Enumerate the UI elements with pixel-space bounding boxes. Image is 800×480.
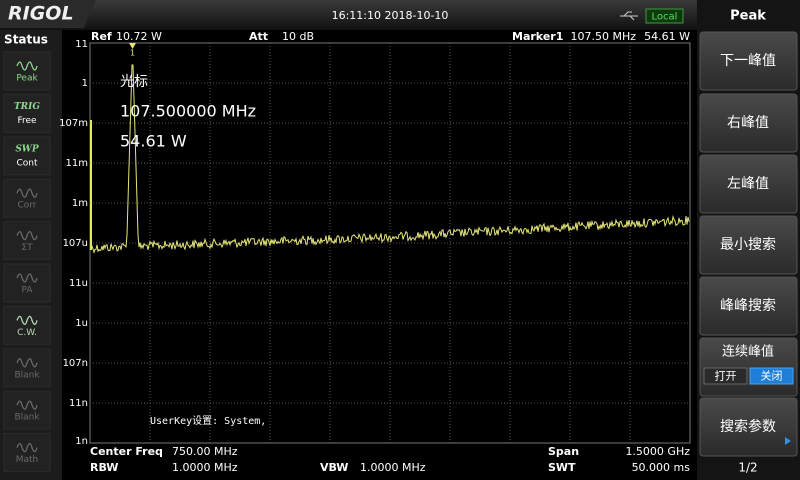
menu-button[interactable] [699,93,798,153]
marker-amp: 54.61 W [644,30,690,43]
submenu-arrow [785,437,791,445]
menu-button-label: 下一峰值 [720,53,776,69]
toggle-off: 关闭 [761,369,783,383]
y-axis-label: 107m [59,118,88,129]
y-axis-label: 1m [72,198,88,209]
marker-freq: 107.50 MHz [570,30,636,43]
status-icon [16,442,38,453]
plot: 1 [89,42,691,444]
y-axis-label: 107n [63,358,88,369]
logo: RIGOL [8,3,74,25]
y-axis-label: 11n [69,398,88,409]
att-value: 10 dB [282,30,314,43]
readout-amp: 54.61 W [120,132,187,151]
rbw-value: 1.0000 MHz [172,461,238,474]
status-label: Cont [16,158,37,168]
y-axis-label: 1n [75,436,88,447]
y-axis-label: 11 [75,39,88,50]
logo-bg [0,0,96,28]
y-axis-label: 1 [82,78,88,89]
status-item-bg [3,305,51,345]
span-value: 1.5000 GHz [625,445,690,458]
menu-button-label: 左峰值 [727,176,769,192]
ref-label: Ref [91,30,112,43]
usb-icon [620,11,638,21]
menu-button-label: 连续峰值 [722,344,774,360]
status-item-bg [3,93,51,133]
status-item-bg [3,136,51,176]
menu-button-label: 右峰值 [727,115,769,131]
status-item-bg [3,390,51,430]
status-items: Peak TRIG Free SWP Cont Corr ΣT PA C.W. Blank Blan… [3,51,51,473]
menu-page: 1/2 [738,461,757,475]
top-bar [0,0,697,30]
menu-button[interactable] [699,154,798,214]
menu-title: Peak [730,9,766,24]
status-icon [16,358,38,368]
status-title: Status [4,33,48,47]
status-icon [16,61,38,71]
menu-button[interactable] [699,397,798,457]
status-item-bg [3,348,51,388]
status-item-bg [3,51,51,91]
status-icon [16,273,38,283]
status-item-bg [3,178,51,218]
rbw-label: RBW [90,461,118,474]
marker-id: 1 [130,49,135,58]
status-item-bg [3,221,51,261]
y-axis-label: 11u [69,278,88,289]
span-label: Span [548,445,579,458]
status-label: Free [17,116,37,126]
local-box [645,8,684,24]
y-axis-label: 11m [66,158,88,169]
marker-triangle [129,43,136,49]
ref-value: 10.72 W [116,30,162,43]
y-axis-label: 1u [75,318,88,329]
swt-label: SWT [548,461,576,474]
center-value: 750.00 MHz [172,445,238,458]
readout-freq: 107.500000 MHz [120,102,256,121]
status-icon [16,230,38,241]
y-axis-label: 107u [63,238,88,249]
toggle-off-bg[interactable] [749,367,794,385]
status-label: Blank [14,413,40,423]
status-label: Math [16,455,39,465]
status-label: PA [21,286,33,296]
readout-title: 光标 [120,74,148,90]
menu-button-label: 峰峰搜索 [720,297,776,314]
center-label: Center Freq [90,445,163,458]
swt-value: 50.000 ms [632,461,691,474]
status-label: Corr [17,201,36,211]
menu-button-label: 最小搜索 [720,236,776,253]
menu-button[interactable] [699,215,798,275]
status-label: ΣT [21,243,33,253]
userkey: UserKey设置: System, [150,415,266,427]
status-icon [16,315,38,326]
marker-label: Marker1 [512,30,563,43]
menu-button[interactable] [699,31,798,91]
toggle-on-bg[interactable] [703,367,748,385]
status-icon [16,400,38,410]
status-item-bg [3,263,51,303]
att-label: Att [249,30,268,43]
trace [90,64,690,255]
status-icon [16,188,38,198]
mode: Local [652,12,678,23]
vbw-label: VBW [320,461,348,474]
datetime: 16:11:10 2018-10-10 [332,9,449,22]
toggle-on: 打开 [715,369,737,383]
menu-button-label: 搜索参数 [720,418,776,435]
status-label: Blank [14,370,40,380]
status-tag: TRIG [14,102,40,112]
status-item-bg [3,433,51,473]
menu-button[interactable] [699,276,798,336]
status-label: C.W. [17,328,37,338]
status-label: Peak [16,74,38,84]
vbw-value: 1.0000 MHz [360,461,426,474]
status-tag: SWP [15,144,39,154]
